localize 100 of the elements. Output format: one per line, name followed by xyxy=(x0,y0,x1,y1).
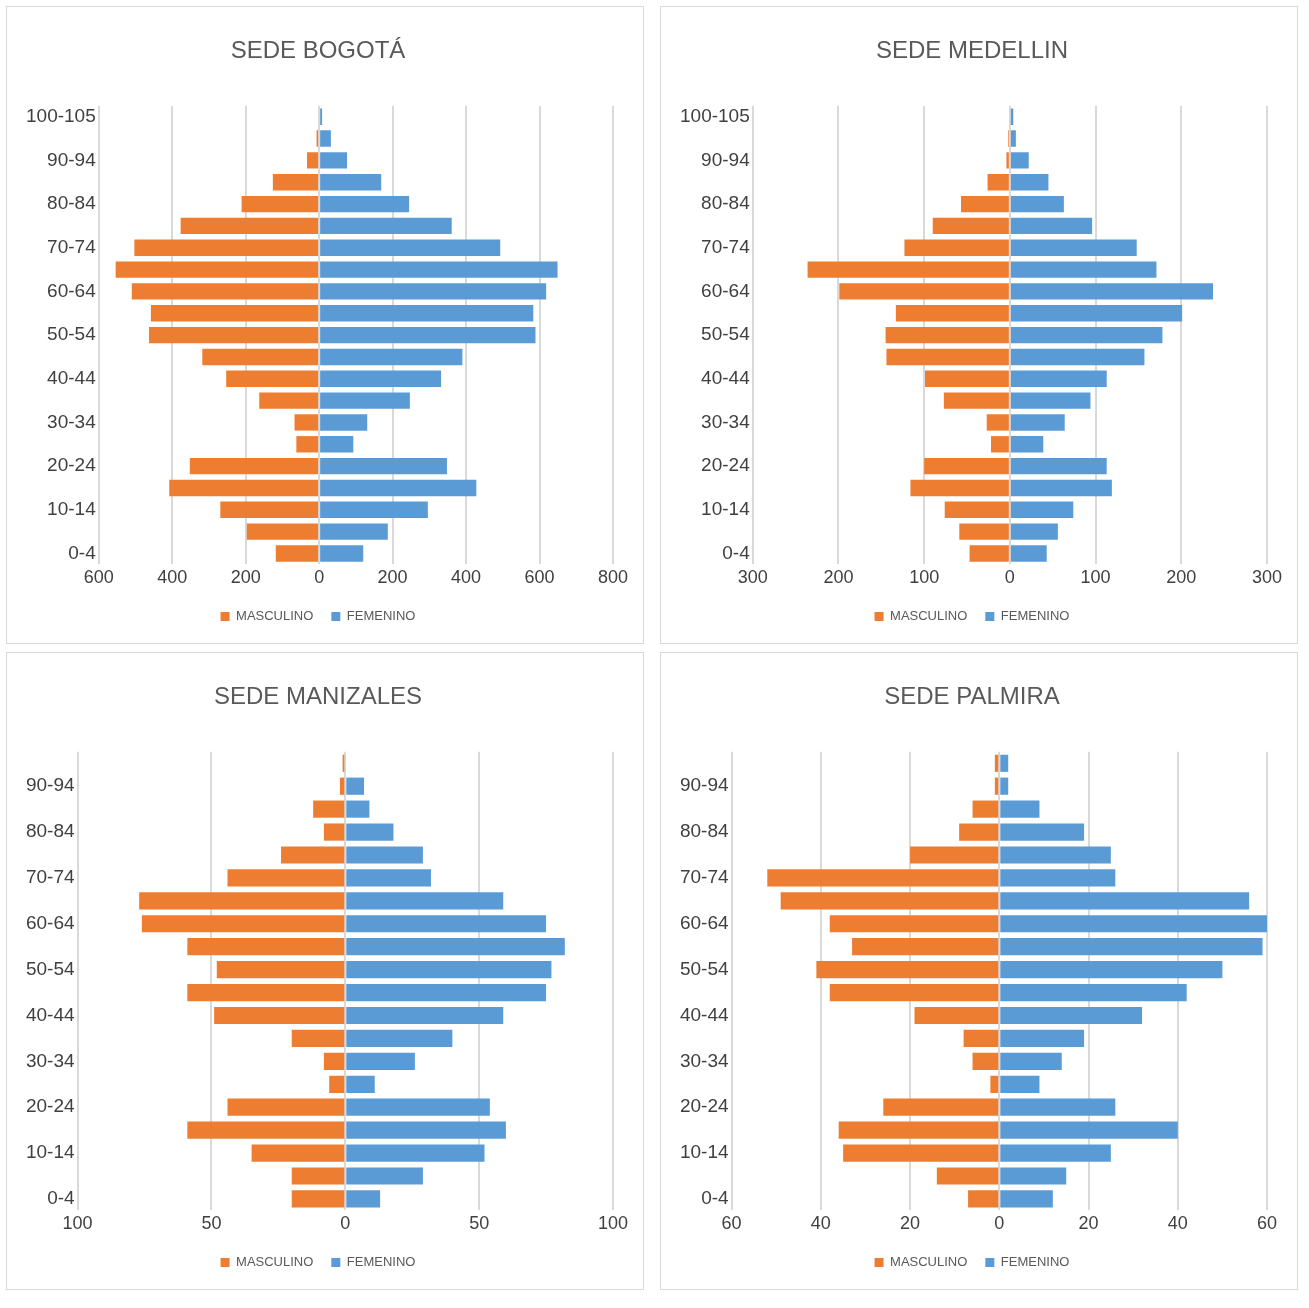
bar xyxy=(281,846,345,864)
bar xyxy=(134,239,319,256)
x-tick-label: 600 xyxy=(524,567,555,588)
bar xyxy=(320,545,364,562)
bar xyxy=(220,501,319,518)
bar xyxy=(307,152,319,169)
bar xyxy=(187,983,345,1002)
bar xyxy=(320,174,382,191)
legend-label: MASCULINO xyxy=(890,1254,968,1270)
bar xyxy=(291,1029,345,1048)
bar xyxy=(987,174,1009,191)
y-tick-label: 70-74 xyxy=(701,235,751,257)
y-tick-label: 40-44 xyxy=(701,367,751,389)
y-tick-label: 20-24 xyxy=(701,454,751,476)
legend-label: MASCULINO xyxy=(236,608,314,624)
y-tick-label: 10-14 xyxy=(679,1141,730,1163)
bar xyxy=(972,1052,999,1070)
bar xyxy=(767,869,999,887)
bar xyxy=(1000,938,1263,956)
x-tick-label: 20 xyxy=(1078,1213,1099,1234)
bar xyxy=(115,261,319,278)
y-tick-label: 50-54 xyxy=(679,957,730,979)
x-tick-label: 50 xyxy=(469,1213,490,1234)
x-tick-label: 60 xyxy=(1256,1213,1278,1234)
y-tick-label: 100-105 xyxy=(679,104,750,126)
bar xyxy=(1000,961,1223,979)
bar xyxy=(969,545,1009,562)
chart-title: SEDE MEDELLIN xyxy=(875,36,1069,64)
y-tick-label: 60-64 xyxy=(679,912,730,934)
y-tick-label: 80-84 xyxy=(679,820,730,842)
x-tick-label: 400 xyxy=(451,567,482,588)
bar xyxy=(959,823,999,841)
y-tick-label: 10-14 xyxy=(47,498,97,520)
bar xyxy=(829,915,999,933)
bar xyxy=(936,1167,999,1185)
bar xyxy=(346,1075,375,1093)
bar xyxy=(914,1006,999,1025)
x-tick-label: 0 xyxy=(994,1213,1005,1234)
bar xyxy=(1010,457,1107,475)
bar xyxy=(1000,1167,1067,1185)
y-tick-label: 50-54 xyxy=(25,957,76,979)
bar xyxy=(1010,239,1137,256)
bar xyxy=(346,892,504,910)
legend-label: MASCULINO xyxy=(890,608,968,624)
y-tick-label: 0-4 xyxy=(722,541,751,563)
bar xyxy=(346,800,370,818)
y-tick-label: 50-54 xyxy=(47,323,97,345)
bar xyxy=(346,1029,453,1048)
y-tick-label: 70-74 xyxy=(25,866,76,888)
bar xyxy=(807,261,1009,278)
bar xyxy=(904,239,1009,256)
bar xyxy=(886,348,1009,366)
bar xyxy=(968,1190,999,1208)
bar xyxy=(139,892,345,910)
bar xyxy=(346,983,547,1002)
bar xyxy=(339,777,345,795)
bar xyxy=(275,545,319,562)
bar xyxy=(131,283,319,300)
bar xyxy=(1010,370,1107,387)
bar xyxy=(320,305,534,322)
bar xyxy=(852,938,999,956)
bar xyxy=(187,1121,345,1139)
bar xyxy=(1010,152,1029,169)
bar xyxy=(1010,501,1074,518)
y-tick-label: 60-64 xyxy=(25,912,76,934)
bar xyxy=(226,370,319,387)
bar xyxy=(216,961,345,979)
bar xyxy=(925,370,1009,387)
bar xyxy=(843,1144,999,1162)
bar xyxy=(1010,217,1093,235)
bar xyxy=(346,961,552,979)
bar xyxy=(346,1052,415,1070)
bar xyxy=(961,195,1009,213)
bar xyxy=(246,523,319,540)
bar xyxy=(1000,1098,1116,1116)
bar xyxy=(227,869,345,887)
y-tick-label: 90-94 xyxy=(701,148,751,170)
y-tick-label: 80-84 xyxy=(701,192,751,214)
bar xyxy=(1010,523,1058,540)
x-tick-label: 800 xyxy=(597,567,629,588)
bar xyxy=(296,436,319,453)
bar xyxy=(1000,846,1111,864)
bar xyxy=(1000,1190,1053,1208)
bar xyxy=(1010,348,1145,366)
bar xyxy=(991,436,1009,453)
x-tick-label: 50 xyxy=(201,1213,222,1234)
bar xyxy=(141,915,345,933)
bar xyxy=(990,1075,999,1093)
bar xyxy=(346,1167,423,1185)
bar xyxy=(320,130,331,147)
bar xyxy=(1000,1144,1111,1162)
legend-label: FEMENINO xyxy=(1000,608,1070,624)
chart-title: SEDE BOGOTÁ xyxy=(230,36,406,64)
bar xyxy=(885,326,1009,344)
bar xyxy=(180,217,319,235)
bar xyxy=(1010,195,1064,213)
bar xyxy=(1010,392,1091,409)
bar xyxy=(346,823,394,841)
x-tick-label: 100 xyxy=(597,1213,629,1234)
x-tick-label: 0 xyxy=(1004,567,1015,588)
